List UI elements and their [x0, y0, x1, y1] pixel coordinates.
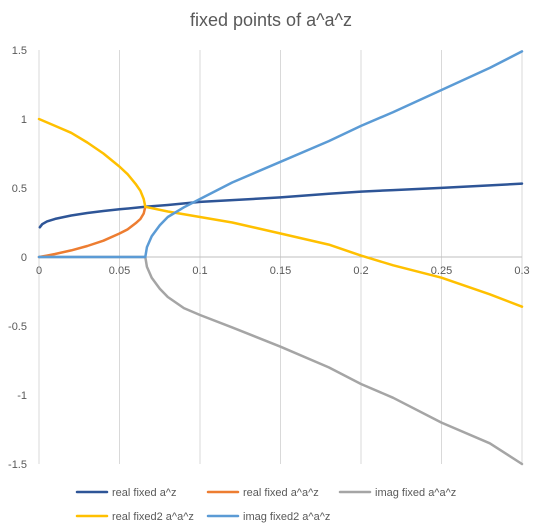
y-tick-label: 1.5 [12, 45, 27, 57]
series-line-3 [37, 255, 524, 466]
series-line-1 [38, 182, 524, 229]
y-tick-label: -1 [17, 390, 27, 402]
legend-label: real fixed a^z [112, 487, 176, 499]
y-tick-label: 0.5 [12, 183, 27, 195]
legend-label: imag fixed2 a^a^z [243, 511, 330, 523]
legend-item: imag fixed a^a^z [338, 487, 456, 499]
series-line-2 [37, 205, 147, 259]
y-tick-labels: 1.5 1 0.5 0 -0.5 -1 -1.5 [8, 45, 27, 471]
x-tick-label: 0.2 [353, 265, 368, 277]
y-tick-label: -1.5 [8, 459, 27, 471]
legend: real fixed a^z real fixed a^a^z imag fixed… [75, 487, 456, 523]
y-tick-label: 1 [21, 114, 27, 126]
x-tick-label: 0 [36, 265, 42, 277]
x-tick-label: 0.15 [270, 265, 291, 277]
chart-title: fixed points of a^a^z [190, 10, 352, 30]
series-line-4 [37, 117, 524, 308]
x-tick-label: 0.05 [109, 265, 130, 277]
x-tick-label: 0.25 [431, 265, 452, 277]
legend-label: imag fixed a^a^z [375, 487, 456, 499]
legend-item: real fixed a^a^z [206, 487, 319, 499]
y-tick-label: 0 [21, 252, 27, 264]
legend-item: imag fixed2 a^a^z [206, 511, 330, 523]
x-tick-label: 0.3 [514, 265, 529, 277]
series-line-5 [37, 50, 524, 259]
legend-label: real fixed a^a^z [243, 487, 319, 499]
x-tick-label: 0.1 [192, 265, 207, 277]
series-lines [37, 50, 524, 466]
x-tick-labels: 0 0.05 0.1 0.15 0.2 0.25 0.3 [36, 265, 530, 277]
legend-item: real fixed a^z [75, 487, 176, 499]
y-tick-label: -0.5 [8, 321, 27, 333]
legend-item: real fixed2 a^a^z [75, 511, 194, 523]
legend-label: real fixed2 a^a^z [112, 511, 194, 523]
